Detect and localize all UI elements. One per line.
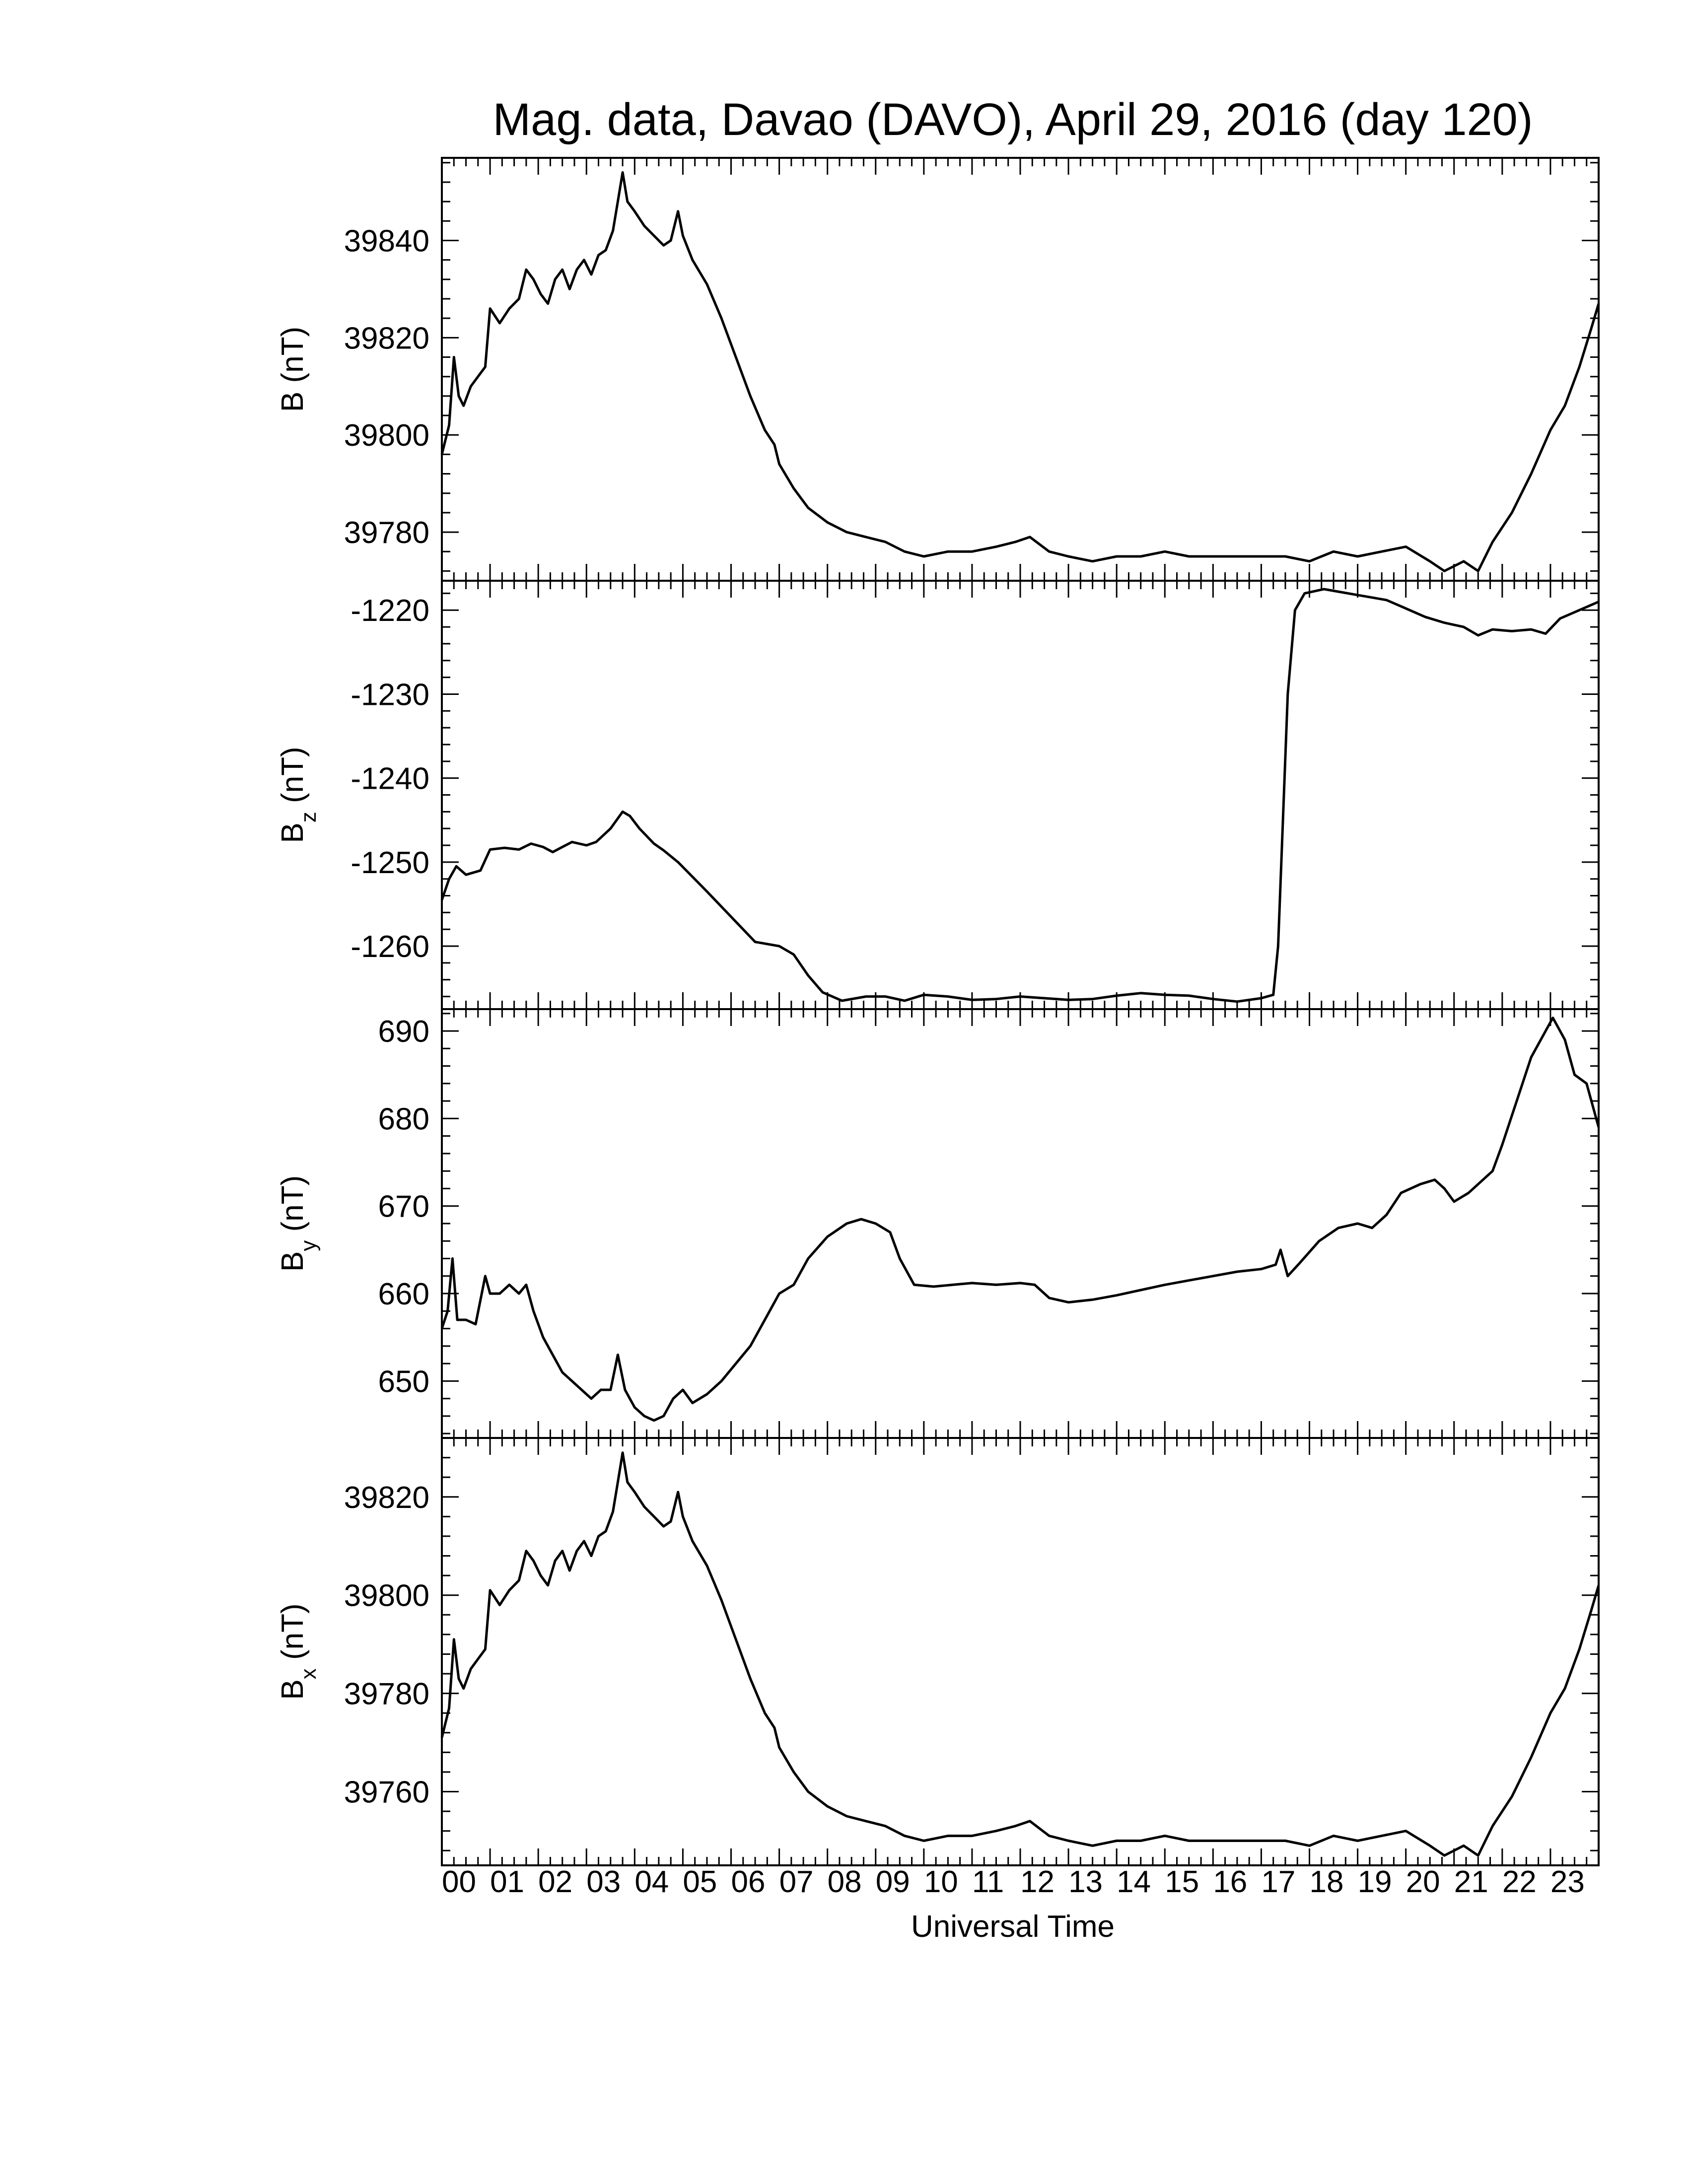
y-tick-label: 670	[378, 1190, 429, 1224]
y-tick-label: 39840	[344, 224, 429, 258]
y-tick-label: 650	[378, 1365, 429, 1399]
panel-B: 39780 39800 39820 39840 B (nT)	[276, 157, 1600, 582]
x-tick-label: 21	[1454, 1865, 1488, 1899]
x-tick-label: 12	[1020, 1865, 1055, 1899]
x-tick-label: 22	[1502, 1865, 1537, 1899]
y-tick-label: 39760	[344, 1775, 429, 1810]
x-tick-label: 13	[1068, 1865, 1103, 1899]
y-axis-label: B (nT)	[276, 327, 310, 412]
y-tick-label: 39800	[344, 1579, 429, 1613]
y-tick-label: -1260	[351, 930, 429, 964]
y-axis-label-main: B	[276, 822, 310, 843]
x-tick-label: 15	[1165, 1865, 1199, 1899]
x-tick-label: 00	[442, 1865, 476, 1899]
panels-group: 39780 39800 39820 39840 B (nT) -1220 -1230 -124…	[276, 157, 1600, 1866]
series-line-B	[440, 171, 1600, 572]
y-axis-label-subscript: z	[296, 812, 321, 822]
x-tick-label: 14	[1117, 1865, 1151, 1899]
y-axis-label: Bz (nT)	[276, 747, 321, 843]
y-axis-label-subscript: y	[296, 1240, 321, 1251]
series-line-By	[440, 1017, 1600, 1422]
x-tick-label: 11	[972, 1865, 1004, 1899]
x-tick-label: 02	[538, 1865, 572, 1899]
x-tick-label: 01	[490, 1865, 524, 1899]
y-tick-label: 690	[378, 1015, 429, 1049]
x-tick-label: 18	[1310, 1865, 1344, 1899]
x-tick-label: 17	[1261, 1865, 1295, 1899]
x-tick-label: 06	[731, 1865, 766, 1899]
x-axis-label: Universal Time	[911, 1910, 1115, 1944]
x-tick-label: 09	[876, 1865, 910, 1899]
panel-frame	[441, 580, 1600, 1010]
y-tick-label: -1240	[351, 762, 429, 796]
y-tick-label: 39780	[344, 1677, 429, 1711]
panel-By: 650 660 670 680 690 By (nT)	[276, 1008, 1600, 1439]
y-axis-label-unit: (nT)	[276, 1175, 310, 1240]
x-tick-label: 07	[779, 1865, 814, 1899]
y-axis-label-unit: (nT)	[276, 747, 310, 812]
figure-title: Mag. data, Davao (DAVO), April 29, 2016 …	[493, 94, 1533, 145]
y-tick-label: -1250	[351, 846, 429, 880]
y-tick-label: 39820	[344, 321, 429, 355]
y-axis-label-unit: (nT)	[276, 1603, 310, 1668]
y-axis-label-main: B	[276, 1679, 310, 1700]
x-tick-label: 08	[828, 1865, 862, 1899]
y-tick-label: -1220	[351, 594, 429, 628]
y-tick-label: 680	[378, 1102, 429, 1136]
time-axis: 00 01 02 03 04 05 06 07 08 09 10 11 12 13 14 15 16 17 18 19…	[442, 1865, 1585, 1899]
y-tick-label: 39820	[344, 1481, 429, 1515]
y-axis-label-subscript: x	[296, 1668, 321, 1679]
x-tick-label: 04	[634, 1865, 669, 1899]
y-axis-label-unit: (nT)	[276, 327, 310, 392]
y-tick-label: -1230	[351, 678, 429, 712]
panel-Bx: 39760 39780 39800 39820 Bx (nT)	[276, 1437, 1600, 1866]
y-axis-label-main: B	[276, 392, 310, 412]
y-tick-label: 39800	[344, 418, 429, 453]
series-line-Bx	[440, 1451, 1600, 1857]
panel-frame	[441, 1008, 1600, 1439]
x-tick-label: 20	[1406, 1865, 1440, 1899]
x-tick-label: 19	[1358, 1865, 1392, 1899]
x-tick-label: 10	[924, 1865, 958, 1899]
y-axis-label: Bx (nT)	[276, 1603, 321, 1700]
y-tick-label: 39780	[344, 516, 429, 550]
x-tick-label: 23	[1550, 1865, 1585, 1899]
y-axis-label-main: B	[276, 1251, 310, 1272]
y-axis-label: By (nT)	[276, 1175, 321, 1272]
series-line-Bz	[440, 588, 1599, 1003]
x-tick-label: 05	[683, 1865, 717, 1899]
x-tick-label: 03	[586, 1865, 621, 1899]
panel-Bz: -1220 -1230 -1240 -1250 -1260 Bz (nT)	[276, 580, 1600, 1010]
y-tick-label: 660	[378, 1277, 429, 1311]
x-tick-label: 16	[1213, 1865, 1247, 1899]
